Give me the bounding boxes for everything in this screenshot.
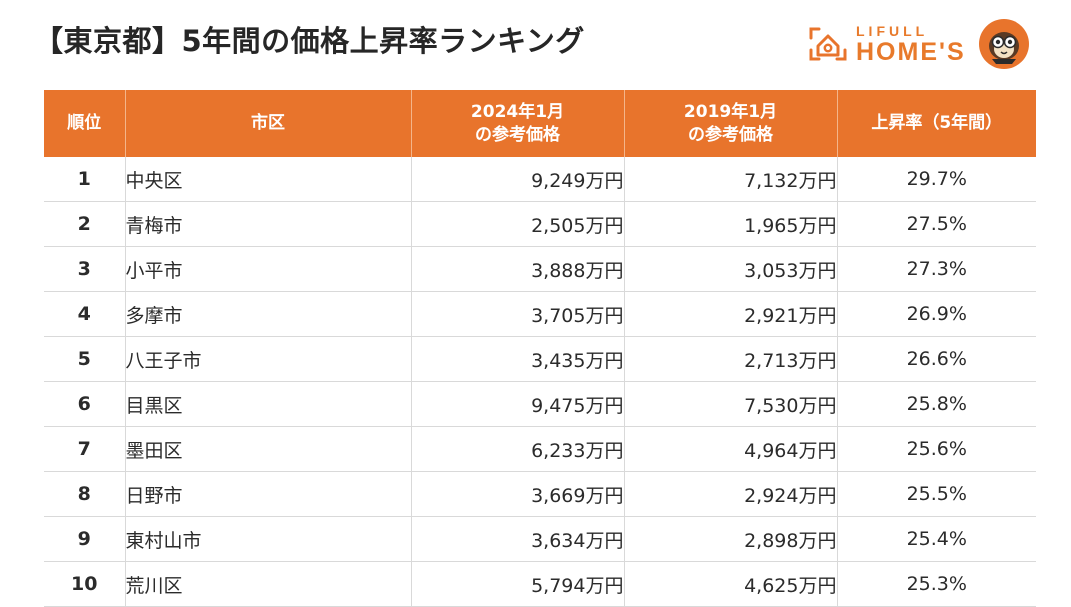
- city-cell: 日野市: [124, 471, 411, 517]
- rank-cell: 5: [44, 336, 125, 382]
- header-price-2019-line2: の参考価格: [688, 124, 773, 145]
- rank-cell: 10: [44, 561, 125, 607]
- price-2024-cell: 3,888万円: [410, 246, 624, 292]
- price-2024-cell: 9,249万円: [410, 157, 624, 202]
- rate-cell: 25.3%: [836, 561, 1036, 607]
- header-price-2019: 2019年1月 の参考価格: [623, 90, 837, 157]
- rate-cell: 27.3%: [836, 246, 1036, 292]
- rate-cell: 26.6%: [836, 336, 1036, 382]
- rank-cell: 7: [44, 426, 125, 472]
- header-rank: 順位: [44, 90, 125, 157]
- logo-text-homes: HOME'S: [856, 38, 966, 66]
- table-row: 6 目黒区 9,475万円 7,530万円 25.8%: [44, 381, 1036, 427]
- city-cell: 目黒区: [124, 381, 411, 427]
- rank-cell: 8: [44, 471, 125, 517]
- table-row: 5 八王子市 3,435万円 2,713万円 26.6%: [44, 336, 1036, 382]
- city-cell: 小平市: [124, 246, 411, 292]
- header-rate: 上昇率（5年間）: [836, 90, 1036, 157]
- table-row: 1 中央区 9,249万円 7,132万円 29.7%: [44, 157, 1036, 202]
- city-cell: 八王子市: [124, 336, 411, 382]
- price-2024-cell: 3,705万円: [410, 291, 624, 337]
- price-2019-cell: 3,053万円: [623, 246, 837, 292]
- table-row: 4 多摩市 3,705万円 2,921万円 26.9%: [44, 291, 1036, 337]
- mascot-icon: [979, 19, 1029, 69]
- logo-text-lifull: LIFULL: [856, 23, 929, 39]
- table-row: 9 東村山市 3,634万円 2,898万円 25.4%: [44, 516, 1036, 562]
- price-2019-cell: 2,713万円: [623, 336, 837, 382]
- page-title: 【東京都】5年間の価格上昇率ランキング: [34, 24, 585, 58]
- rate-cell: 25.4%: [836, 516, 1036, 562]
- price-2024-cell: 3,669万円: [410, 471, 624, 517]
- rate-cell: 25.5%: [836, 471, 1036, 517]
- header-city: 市区: [124, 90, 411, 157]
- header-price-2024: 2024年1月 の参考価格: [410, 90, 624, 157]
- price-2024-cell: 3,634万円: [410, 516, 624, 562]
- table-row: 7 墨田区 6,233万円 4,964万円 25.6%: [44, 426, 1036, 472]
- price-2019-cell: 4,964万円: [623, 426, 837, 472]
- rank-cell: 3: [44, 246, 125, 292]
- rank-cell: 2: [44, 201, 125, 247]
- rank-cell: 9: [44, 516, 125, 562]
- city-cell: 墨田区: [124, 426, 411, 472]
- price-2019-cell: 2,898万円: [623, 516, 837, 562]
- rate-cell: 26.9%: [836, 291, 1036, 337]
- rank-cell: 1: [44, 157, 125, 202]
- ranking-table: 順位 市区 2024年1月 の参考価格 2019年1月 の参考価格 上昇率（5年…: [44, 90, 1036, 607]
- table-row: 3 小平市 3,888万円 3,053万円 27.3%: [44, 246, 1036, 292]
- price-2019-cell: 2,921万円: [623, 291, 837, 337]
- city-cell: 荒川区: [124, 561, 411, 607]
- header-price-2024-line2: の参考価格: [475, 124, 560, 145]
- price-2019-cell: 4,625万円: [623, 561, 837, 607]
- rank-cell: 4: [44, 291, 125, 337]
- house-logo-icon: [809, 27, 847, 61]
- rank-cell: 6: [44, 381, 125, 427]
- price-2019-cell: 7,530万円: [623, 381, 837, 427]
- price-2019-cell: 7,132万円: [623, 157, 837, 202]
- table-header-row: 順位 市区 2024年1月 の参考価格 2019年1月 の参考価格 上昇率（5年…: [44, 90, 1036, 157]
- city-cell: 東村山市: [124, 516, 411, 562]
- lifull-homes-logo: LIFULL HOME'S: [808, 18, 1038, 72]
- price-2024-cell: 2,505万円: [410, 201, 624, 247]
- table-row: 2 青梅市 2,505万円 1,965万円 27.5%: [44, 201, 1036, 247]
- city-cell: 青梅市: [124, 201, 411, 247]
- price-2024-cell: 5,794万円: [410, 561, 624, 607]
- rate-cell: 25.6%: [836, 426, 1036, 472]
- rate-cell: 29.7%: [836, 157, 1036, 202]
- price-2024-cell: 3,435万円: [410, 336, 624, 382]
- price-2019-cell: 1,965万円: [623, 201, 837, 247]
- price-2024-cell: 6,233万円: [410, 426, 624, 472]
- table-row: 8 日野市 3,669万円 2,924万円 25.5%: [44, 471, 1036, 517]
- header-price-2024-line1: 2024年1月: [470, 101, 565, 122]
- price-2019-cell: 2,924万円: [623, 471, 837, 517]
- price-2024-cell: 9,475万円: [410, 381, 624, 427]
- city-cell: 中央区: [124, 157, 411, 202]
- city-cell: 多摩市: [124, 291, 411, 337]
- rate-cell: 27.5%: [836, 201, 1036, 247]
- rate-cell: 25.8%: [836, 381, 1036, 427]
- table-row: 10 荒川区 5,794万円 4,625万円 25.3%: [44, 561, 1036, 607]
- header-price-2019-line1: 2019年1月: [683, 101, 778, 122]
